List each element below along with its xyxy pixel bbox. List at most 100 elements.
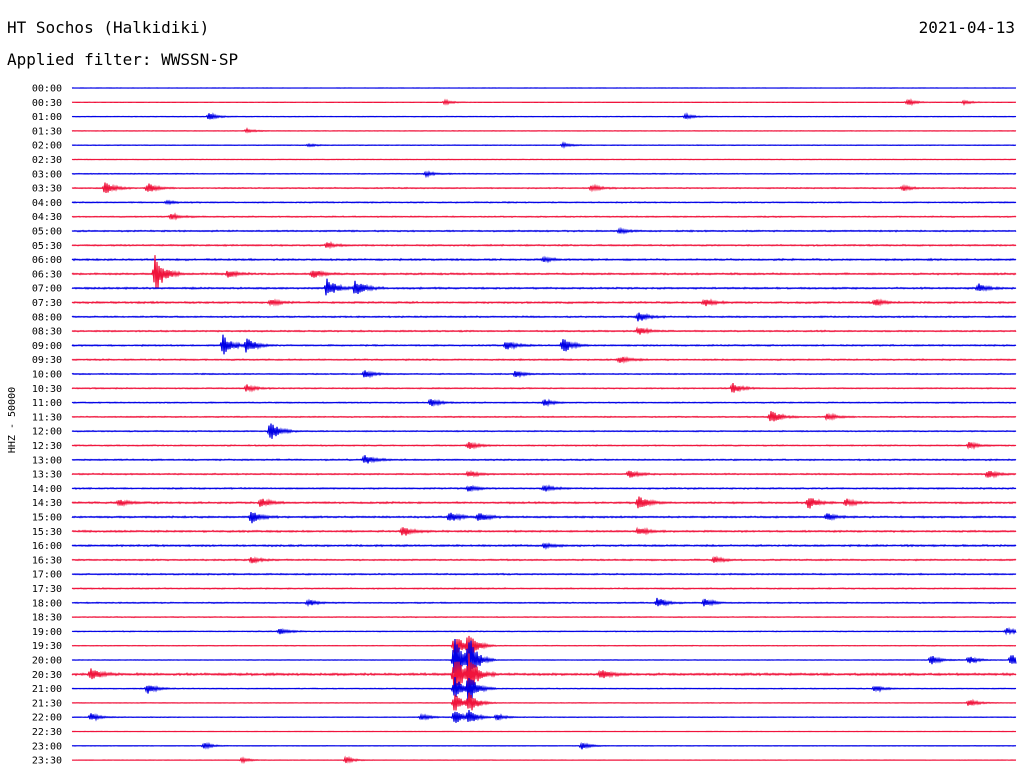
trace-row <box>71 170 1017 179</box>
filter-label: Applied filter: WWSSN-SP <box>7 50 239 69</box>
trace-row <box>71 635 1017 659</box>
row-label: 21:00 <box>32 684 62 695</box>
trace-row <box>71 278 1017 296</box>
trace-row <box>71 572 1017 576</box>
trace-row <box>71 199 1017 206</box>
trace-row <box>71 182 1017 194</box>
trace-row <box>71 226 1017 235</box>
trace-row <box>71 255 1017 289</box>
trace-row <box>71 141 1017 149</box>
trace-row <box>71 677 1017 703</box>
row-label: 00:30 <box>32 98 62 109</box>
row-label: 05:30 <box>32 241 62 252</box>
trace-row <box>71 411 1017 422</box>
trace-row <box>71 356 1017 364</box>
row-label: 14:00 <box>32 484 62 495</box>
trace-row <box>71 496 1017 509</box>
trace-row <box>71 298 1017 307</box>
trace-row <box>71 755 1017 764</box>
row-label: 17:00 <box>32 570 62 581</box>
trace-row <box>71 441 1017 450</box>
row-label: 06:00 <box>32 255 62 266</box>
trace-row <box>71 653 1017 695</box>
trace-row <box>71 398 1017 408</box>
row-label: 07:30 <box>32 298 62 309</box>
row-labels: 00:00 00:30 01:00 01:30 02:00 02:30 03:00 03:30… <box>32 84 62 767</box>
trace-row <box>71 240 1017 250</box>
row-label: 01:00 <box>32 112 62 123</box>
row-label: 09:00 <box>32 341 62 352</box>
row-label: 13:30 <box>32 470 62 481</box>
row-label: 16:00 <box>32 541 62 552</box>
trace-row <box>71 423 1017 439</box>
row-label: 07:00 <box>32 284 62 295</box>
row-label: 22:30 <box>32 727 62 738</box>
row-label: 02:00 <box>32 141 62 152</box>
row-label: 00:00 <box>32 84 62 95</box>
trace-rows <box>71 87 1017 764</box>
row-label: 05:00 <box>32 227 62 238</box>
row-label: 15:00 <box>32 513 62 524</box>
row-label: 18:30 <box>32 613 62 624</box>
row-label: 21:30 <box>32 698 62 709</box>
row-label: 23:30 <box>32 756 62 767</box>
trace-row <box>71 710 1017 723</box>
trace-row <box>71 255 1017 264</box>
trace-row <box>71 383 1017 393</box>
row-label: 03:30 <box>32 184 62 195</box>
trace-row <box>71 526 1017 536</box>
row-label: 04:00 <box>32 198 62 209</box>
trace-row <box>71 587 1017 590</box>
row-label: 01:30 <box>32 126 62 137</box>
row-label: 22:00 <box>32 713 62 724</box>
row-label: 06:30 <box>32 269 62 280</box>
trace-row <box>71 312 1017 322</box>
trace-row <box>71 511 1017 524</box>
row-label: 16:30 <box>32 555 62 566</box>
row-label: 20:30 <box>32 670 62 681</box>
row-label: 13:00 <box>32 455 62 466</box>
row-label: 11:00 <box>32 398 62 409</box>
row-label: 18:00 <box>32 598 62 609</box>
row-label: 17:30 <box>32 584 62 595</box>
trace-row <box>71 555 1017 564</box>
row-label: 15:30 <box>32 527 62 538</box>
row-label: 03:00 <box>32 169 62 180</box>
trace-row <box>71 692 1017 711</box>
trace-row <box>71 370 1017 379</box>
trace-row <box>71 127 1017 134</box>
row-label: 10:30 <box>32 384 62 395</box>
trace-row <box>71 469 1017 479</box>
row-label: 14:30 <box>32 498 62 509</box>
row-label: 04:30 <box>32 212 62 223</box>
trace-row <box>71 112 1017 120</box>
row-label: 12:00 <box>32 427 62 438</box>
row-label: 10:00 <box>32 370 62 381</box>
trace-row <box>71 542 1017 550</box>
row-label: 23:00 <box>32 741 62 752</box>
trace-row <box>71 638 1017 684</box>
trace-row <box>71 741 1017 750</box>
record-date: 2021-04-13 <box>918 18 1015 37</box>
channel-label: HHZ - 50000 <box>7 387 18 453</box>
row-label: 19:30 <box>32 641 62 652</box>
row-label: 19:00 <box>32 627 62 638</box>
row-label: 02:30 <box>32 155 62 166</box>
trace-row <box>71 326 1017 335</box>
row-label: 11:30 <box>32 412 62 423</box>
trace-row <box>71 597 1017 608</box>
row-label: 09:30 <box>32 355 62 366</box>
trace-row <box>71 212 1017 221</box>
trace-row <box>71 455 1017 464</box>
row-label: 12:30 <box>32 441 62 452</box>
trace-row <box>71 98 1017 107</box>
trace-row <box>71 158 1017 161</box>
trace-row <box>71 615 1017 619</box>
row-label: 20:00 <box>32 656 62 667</box>
trace-row <box>71 627 1017 636</box>
station-title: HT Sochos (Halkidiki) <box>7 18 210 37</box>
row-label: 08:30 <box>32 327 62 338</box>
trace-row <box>71 334 1017 355</box>
trace-row <box>71 484 1017 493</box>
